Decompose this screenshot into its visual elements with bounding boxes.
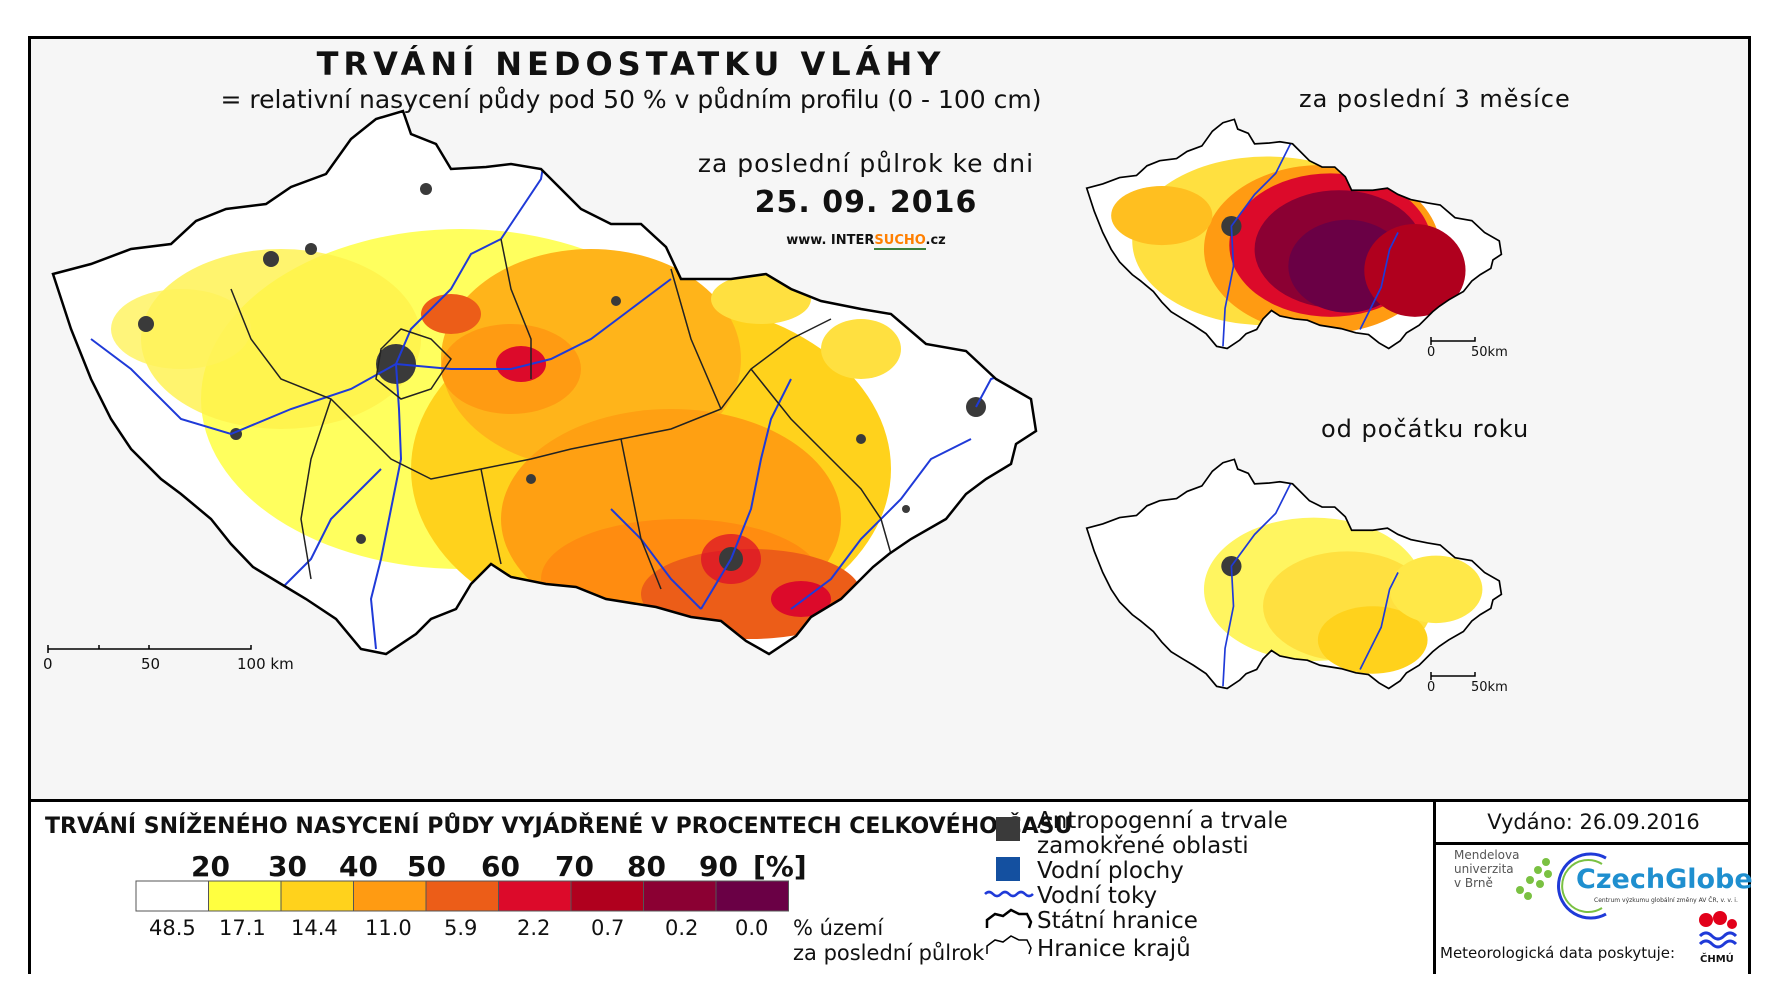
issued-date: Vydáno: 26.09.2016 bbox=[1487, 810, 1700, 834]
legend-swatch-5 bbox=[425, 880, 499, 912]
threshold-70: 70 bbox=[555, 850, 594, 883]
threshold-40: 40 bbox=[339, 850, 378, 883]
symbol-label-anthropogenic-1: Antropogenní a trvale bbox=[1037, 808, 1288, 834]
inset-title-year: od počátku roku bbox=[1321, 415, 1530, 443]
river-icon bbox=[984, 890, 1034, 898]
period-label: za poslední půlrok ke dni bbox=[697, 149, 1035, 178]
legend-swatch-8 bbox=[643, 880, 717, 912]
threshold-50: 50 bbox=[407, 850, 446, 883]
value-6: 2.2 bbox=[517, 916, 551, 940]
inset-map-year bbox=[1085, 458, 1503, 690]
value-7: 0.7 bbox=[591, 916, 625, 940]
inset-scale-bar-1 bbox=[1430, 337, 1476, 345]
threshold-30: 30 bbox=[268, 850, 307, 883]
map-subtitle: = relativní nasycení půdy pod 50 % v půd… bbox=[220, 85, 1042, 114]
inset-scale-50-1: 50km bbox=[1471, 345, 1508, 360]
scale-0: 0 bbox=[43, 655, 53, 673]
inset-scale-0-2: 0 bbox=[1427, 680, 1436, 695]
czechglobe-subtitle: Centrum výzkumu globální změny AV ČR, v.… bbox=[1594, 897, 1738, 904]
state-border-icon bbox=[985, 908, 1033, 929]
chmu-logo bbox=[1698, 911, 1738, 949]
czechglobe-logo bbox=[1557, 852, 1607, 920]
value-2: 17.1 bbox=[219, 916, 266, 940]
value-5: 5.9 bbox=[444, 916, 478, 940]
legend-swatch-2 bbox=[208, 880, 282, 912]
website-prefix: www. INTER bbox=[786, 233, 875, 248]
threshold-60: 60 bbox=[481, 850, 520, 883]
inset-scale-bar-2 bbox=[1430, 672, 1476, 680]
values-unit-line2: za poslední půlrok bbox=[793, 941, 985, 965]
symbol-label-state-border: Státní hranice bbox=[1037, 908, 1198, 934]
czechglobe-text: CzechGlobe bbox=[1576, 864, 1753, 895]
value-9: 0.0 bbox=[735, 916, 769, 940]
scale-50: 50 bbox=[141, 655, 161, 673]
value-4: 11.0 bbox=[365, 916, 412, 940]
inset-map-3-months bbox=[1085, 118, 1503, 350]
threshold-unit: [%] bbox=[753, 850, 807, 883]
inset-title-3-months: za poslední 3 měsíce bbox=[1299, 85, 1571, 113]
legend-swatch-6 bbox=[498, 880, 572, 912]
mendel-university-logo-text: Mendelova univerzita v Brně bbox=[1454, 848, 1520, 890]
legend-swatch-3 bbox=[280, 880, 354, 912]
values-unit-line1: % území bbox=[793, 916, 884, 940]
mendel-university-logo bbox=[1516, 858, 1552, 900]
value-8: 0.2 bbox=[665, 916, 699, 940]
map-date: 25. 09. 2016 bbox=[754, 185, 978, 220]
publication-cell: Vydáno: 26.09.2016 Mendelova univerzita … bbox=[1433, 802, 1753, 974]
legend-color-bar bbox=[135, 880, 789, 912]
threshold-90: 90 bbox=[699, 850, 738, 883]
legend-swatch-7 bbox=[570, 880, 644, 912]
inset-scale-0-1: 0 bbox=[1427, 345, 1436, 360]
map-area: TRVÁNÍ NEDOSTATKU VLÁHY = relativní nasy… bbox=[31, 39, 1748, 799]
website-highlight: SUCHO bbox=[874, 233, 926, 250]
water-body-icon bbox=[996, 857, 1020, 881]
symbol-label-region-border: Hranice krajů bbox=[1037, 936, 1191, 962]
region-border-icon bbox=[986, 935, 1032, 955]
main-map bbox=[47, 109, 1038, 656]
scale-100: 100 km bbox=[237, 655, 294, 673]
symbol-label-water-body: Vodní plochy bbox=[1037, 858, 1184, 884]
symbol-label-anthropogenic-2: zamokřené oblasti bbox=[1037, 833, 1249, 859]
legend-title: TRVÁNÍ SNÍŽENÉHO NASYCENÍ PŮDY VYJÁDŘENÉ… bbox=[45, 814, 1073, 839]
threshold-20: 20 bbox=[191, 850, 230, 883]
meteo-data-credit: Meteorologická data poskytuje: bbox=[1440, 944, 1676, 962]
website-suffix: .cz bbox=[925, 233, 946, 248]
website-link[interactable]: www. INTERSUCHO.cz bbox=[631, 233, 1101, 250]
anthropogenic-area-icon bbox=[996, 817, 1020, 841]
threshold-80: 80 bbox=[627, 850, 666, 883]
inset-scale-50-2: 50km bbox=[1471, 680, 1508, 695]
value-3: 14.4 bbox=[291, 916, 338, 940]
legend-swatch-9 bbox=[715, 880, 789, 912]
publication-separator bbox=[1436, 842, 1751, 845]
legend-swatch-4 bbox=[353, 880, 427, 912]
symbol-label-river: Vodní toky bbox=[1037, 883, 1158, 909]
legend-area: TRVÁNÍ SNÍŽENÉHO NASYCENÍ PŮDY VYJÁDŘENÉ… bbox=[31, 799, 1753, 974]
map-frame: TRVÁNÍ NEDOSTATKU VLÁHY = relativní nasy… bbox=[28, 36, 1753, 974]
value-1: 48.5 bbox=[149, 916, 196, 940]
chmu-text: ČHMÚ bbox=[1700, 954, 1734, 965]
legend-swatch-1 bbox=[135, 880, 209, 912]
map-title: TRVÁNÍ NEDOSTATKU VLÁHY bbox=[316, 45, 946, 83]
